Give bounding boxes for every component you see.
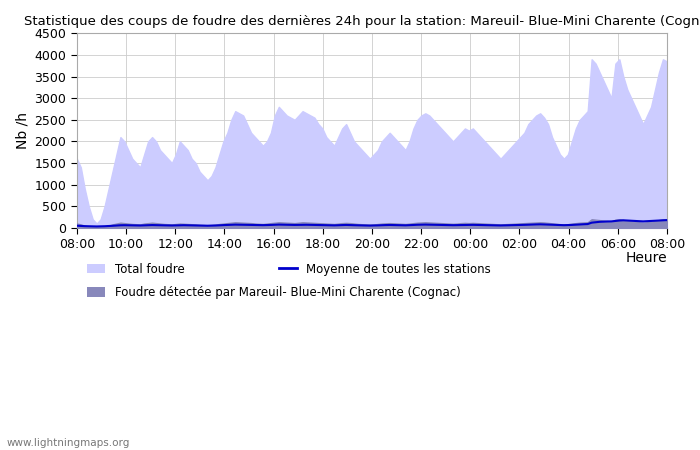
Text: www.lightningmaps.org: www.lightningmaps.org [7, 438, 130, 448]
Title: Statistique des coups de foudre des dernières 24h pour la station: Mareuil- Blue: Statistique des coups de foudre des dern… [24, 15, 700, 28]
Y-axis label: Nb /h: Nb /h [15, 112, 29, 149]
Text: Heure: Heure [625, 251, 667, 265]
Legend: Foudre détectée par Mareuil- Blue-Mini Charente (Cognac): Foudre détectée par Mareuil- Blue-Mini C… [83, 281, 465, 304]
